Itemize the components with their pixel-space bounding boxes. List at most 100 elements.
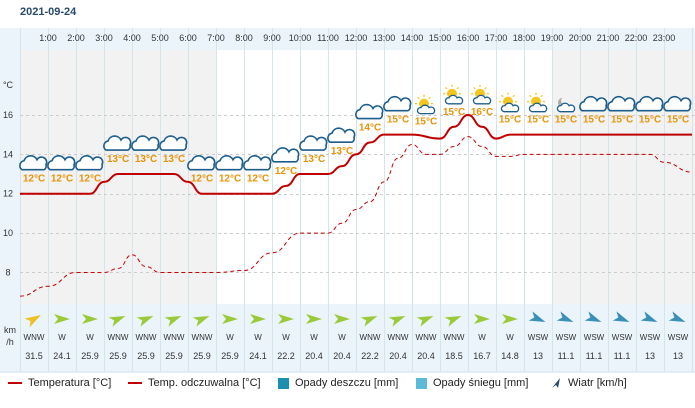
legend-snow: Opady śniegu [mm] [416, 377, 528, 389]
wind-arrow-shape [584, 311, 602, 322]
wind-direction-label: WSW [584, 333, 605, 342]
cloud-shape [131, 135, 160, 151]
wind-speed-label: 22.2 [361, 351, 379, 361]
partly-sunny-icon [415, 94, 436, 115]
wind-arrow-shape [668, 311, 686, 322]
legend-temperature: Temperatura [°C] [8, 377, 111, 389]
partly-sunny-icon [527, 92, 548, 113]
wind-speed-label: 20.4 [389, 351, 407, 361]
hour-label: 5:00 [151, 33, 169, 43]
y-tick-label: 10 [3, 228, 13, 238]
wind-direction-label: WNW [416, 333, 437, 342]
wind-speed-label: 24.1 [53, 351, 71, 361]
wind-arrow-shape [502, 314, 518, 324]
small-cloud-shape [444, 94, 464, 105]
wind-arrow-shape [54, 314, 70, 324]
legend-wind-label: Wiatr [km/h] [568, 377, 627, 389]
wind-direction-label: W [338, 333, 346, 342]
cloud-shape [383, 95, 412, 112]
hour-label: 21:00 [597, 33, 620, 43]
hour-label: 11:00 [317, 33, 339, 43]
wind-arrow-icon [612, 311, 630, 322]
hour-label: 2:00 [67, 33, 85, 43]
wind-arrow-shape [444, 316, 462, 327]
moon-cloud-icon [556, 96, 576, 113]
sun-ray [428, 96, 431, 100]
wind-unit-label: /h [6, 337, 14, 347]
temperature-label: 14°C [359, 123, 381, 134]
temperature-label: 13°C [331, 146, 353, 157]
small-cloud-shape [556, 102, 576, 113]
wind-speed-label: 20.4 [305, 351, 323, 361]
temperature-label: 15°C [555, 115, 577, 126]
sun-ray [512, 94, 515, 98]
wind-arrow-shape [612, 311, 630, 322]
legend-feels-like: Temp. odczuwalna [°C] [128, 377, 261, 389]
cloud-icon [187, 155, 216, 171]
legend-rain: Opady deszczu [mm] [278, 377, 398, 389]
temperature-label: 15°C [639, 115, 661, 126]
cloud-icon [243, 155, 272, 171]
legend-temperature-label: Temperatura [°C] [28, 377, 112, 389]
wind-arrow-icon [82, 314, 98, 324]
wind-arrow-icon [360, 316, 378, 327]
cloud-shape [299, 135, 328, 151]
y-tick-label: 14 [3, 149, 13, 159]
wind-arrow-icon [222, 314, 238, 324]
wind-arrow-icon [250, 314, 266, 324]
temperature-label: 12°C [191, 174, 213, 185]
cloud-icon [607, 95, 636, 112]
wind-direction-label: W [506, 333, 514, 342]
wind-speed-label: 20.4 [333, 351, 351, 361]
wind-arrow-shape [278, 314, 294, 324]
wind-arrow-shape [474, 314, 490, 324]
wind-arrow-icon [136, 316, 154, 327]
y-tick-label: 8 [5, 267, 10, 277]
wind-speed-label: 13 [533, 351, 543, 361]
small-cloud-shape [416, 104, 436, 115]
partly-sunny-icon [471, 84, 492, 105]
hour-label: 1:00 [39, 33, 57, 43]
wind-direction-label: WSW [612, 333, 633, 342]
wind-direction-label: W [226, 333, 234, 342]
wind-speed-label: 11.1 [614, 351, 631, 361]
wind-arrow-icon [334, 314, 350, 324]
hour-label: 15:00 [429, 33, 452, 43]
sun-ray [540, 94, 543, 98]
wind-speed-label: 25.9 [165, 351, 183, 361]
rain-swatch [278, 377, 289, 389]
wind-arrow-icon [584, 311, 602, 322]
temperature-label: 12°C [23, 174, 45, 185]
temperature-label: 12°C [79, 174, 101, 185]
wind-direction-label: WNW [24, 333, 45, 342]
wind-direction-label: WNW [388, 333, 409, 342]
wind-arrow-icon [24, 315, 41, 328]
sun-ray [501, 94, 504, 98]
cloud-shape [579, 95, 608, 112]
wind-speed-label: 18.5 [445, 351, 463, 361]
wind-speed-label: 25.9 [109, 351, 127, 361]
hour-label: 14:00 [401, 33, 424, 43]
wind-arrow-shape [108, 316, 126, 327]
wind-direction-label: WNW [136, 333, 157, 342]
wind-direction-label: WNW [444, 333, 465, 342]
cloud-shape [103, 135, 132, 151]
cloud-shape [271, 147, 300, 163]
temperature-line-swatch [8, 382, 22, 384]
night-shading [20, 50, 216, 304]
cloud-icon [75, 155, 104, 171]
temperature-label: 12°C [219, 174, 241, 185]
wind-arrow-icon [388, 316, 406, 327]
sun-ray [484, 86, 487, 90]
forecast-date: 2021-09-24 [20, 6, 77, 18]
cloud-shape [187, 155, 216, 171]
hour-label: 6:00 [179, 33, 197, 43]
temperature-label: 12°C [247, 174, 269, 185]
temperature-label: 15°C [611, 115, 633, 126]
wind-direction-label: WSW [640, 333, 661, 342]
wind-direction-label: W [58, 333, 66, 342]
temperature-label: 12°C [51, 174, 73, 185]
wind-arrow-icon [306, 314, 322, 324]
cloud-shape [75, 155, 104, 171]
hour-label: 7:00 [207, 33, 225, 43]
